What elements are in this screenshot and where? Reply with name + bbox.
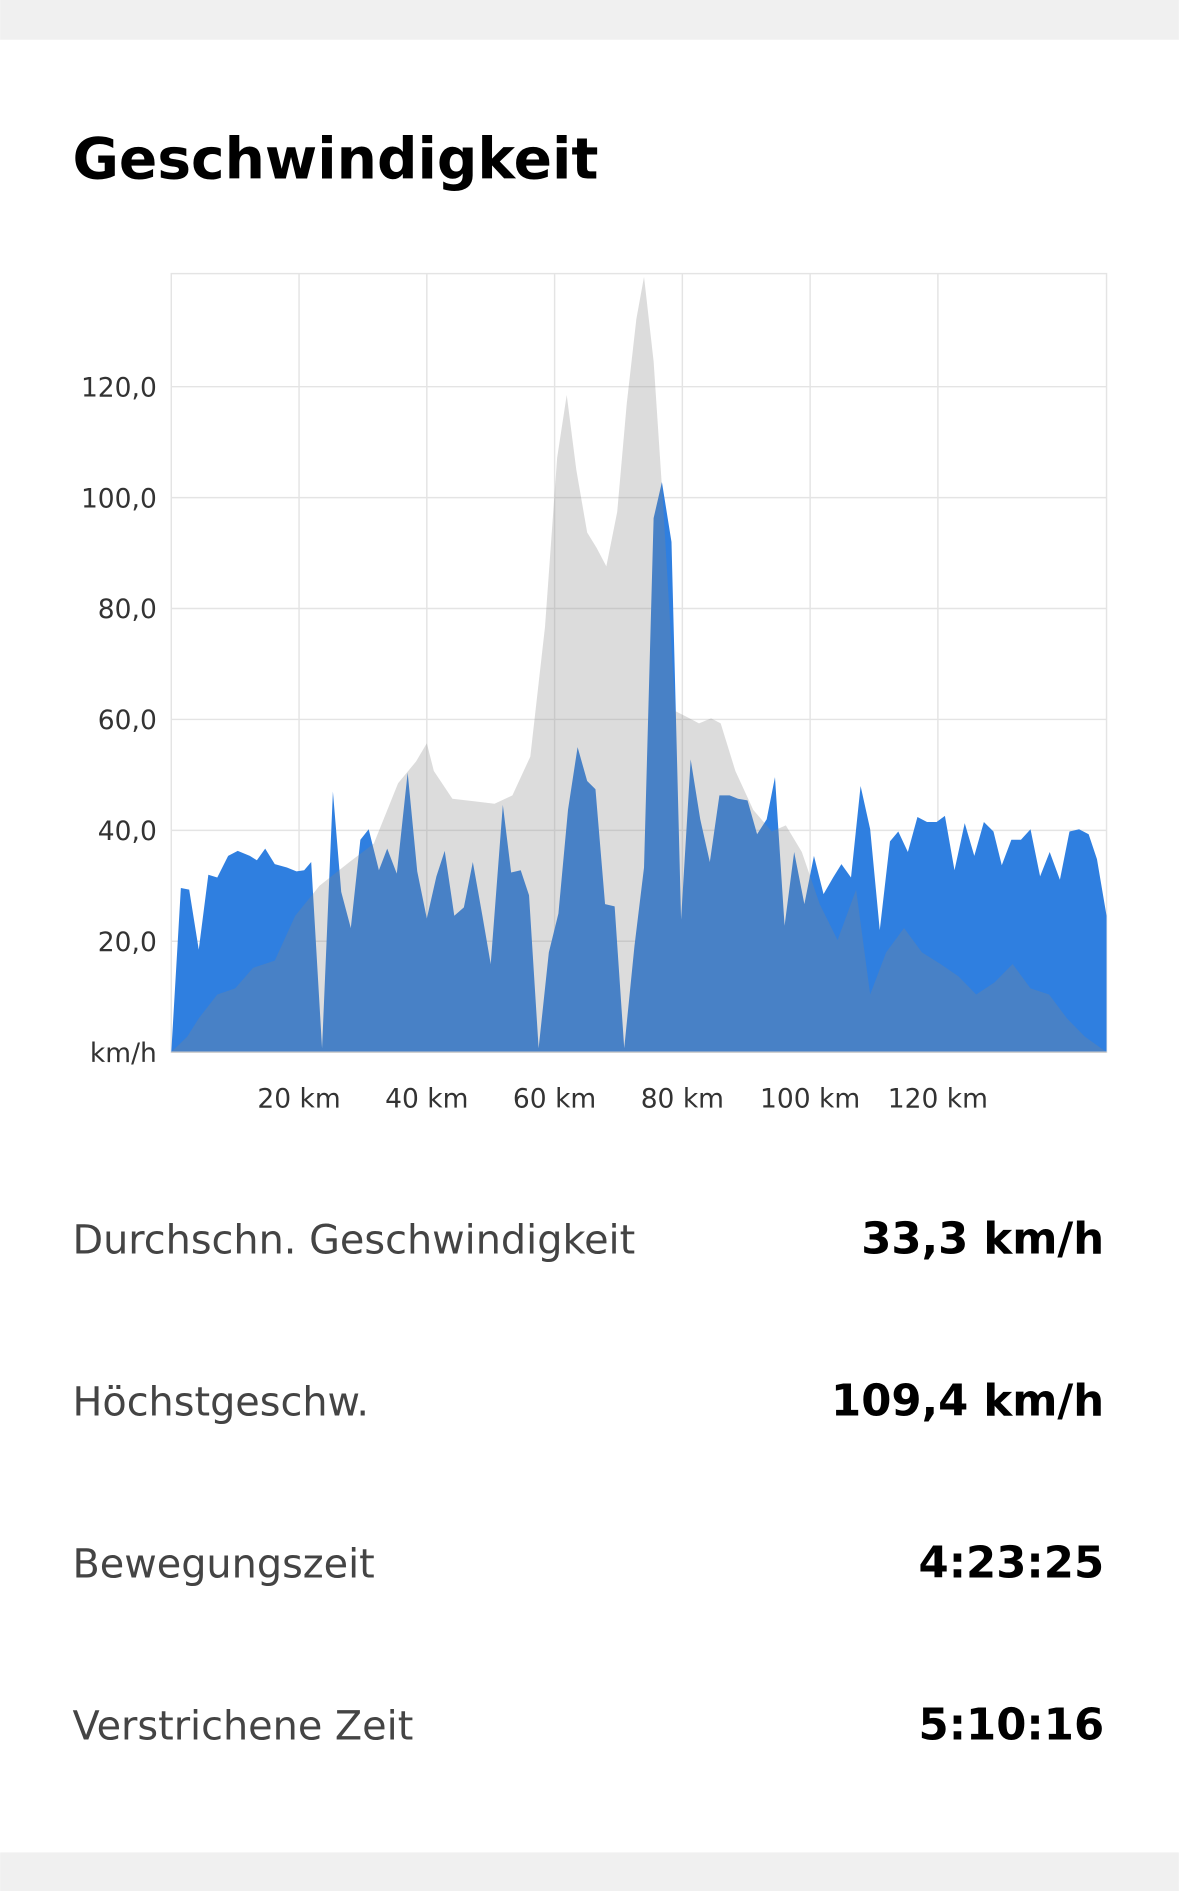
x-tick-label: 120 km xyxy=(888,1084,988,1115)
y-tick-label: 40,0 xyxy=(98,816,157,847)
stat-label: Durchschn. Geschwindigkeit xyxy=(72,1217,635,1263)
stat-label: Bewegungszeit xyxy=(72,1542,374,1588)
section-title: Geschwindigkeit xyxy=(72,126,598,192)
y-tick-label: 20,0 xyxy=(98,927,157,958)
top-band xyxy=(0,0,1179,40)
y-tick-label: km/h xyxy=(90,1038,157,1069)
stat-value: 33,3 km/h xyxy=(861,1214,1104,1264)
stat-label: Höchstgeschw. xyxy=(72,1380,369,1426)
y-tick-label: 120,0 xyxy=(81,372,157,403)
x-tick-label: 60 km xyxy=(513,1084,596,1115)
x-tick-label: 40 km xyxy=(385,1084,468,1115)
x-tick-label: 20 km xyxy=(257,1084,340,1115)
y-tick-label: 80,0 xyxy=(98,594,157,625)
stat-label: Verstrichene Zeit xyxy=(72,1704,413,1750)
stat-value: 109,4 km/h xyxy=(831,1377,1104,1427)
y-tick-label: 100,0 xyxy=(81,483,157,514)
area-series xyxy=(171,276,1107,1053)
stats-list: Durchschn. Geschwindigkeit 33,3 km/h Höchs… xyxy=(72,1214,1104,1750)
area-series xyxy=(171,482,1107,1053)
y-tick-label: 60,0 xyxy=(98,705,157,736)
x-tick-label: 100 km xyxy=(760,1084,860,1115)
bottom-band xyxy=(0,1852,1179,1891)
stat-value: 5:10:16 xyxy=(919,1701,1105,1751)
x-tick-label: 80 km xyxy=(641,1084,724,1115)
stat-value: 4:23:25 xyxy=(919,1539,1105,1589)
chart: km/h 20,0 40,0 60,0 80,0 100,0 120,0 20 km 40 km… xyxy=(81,272,1108,1115)
